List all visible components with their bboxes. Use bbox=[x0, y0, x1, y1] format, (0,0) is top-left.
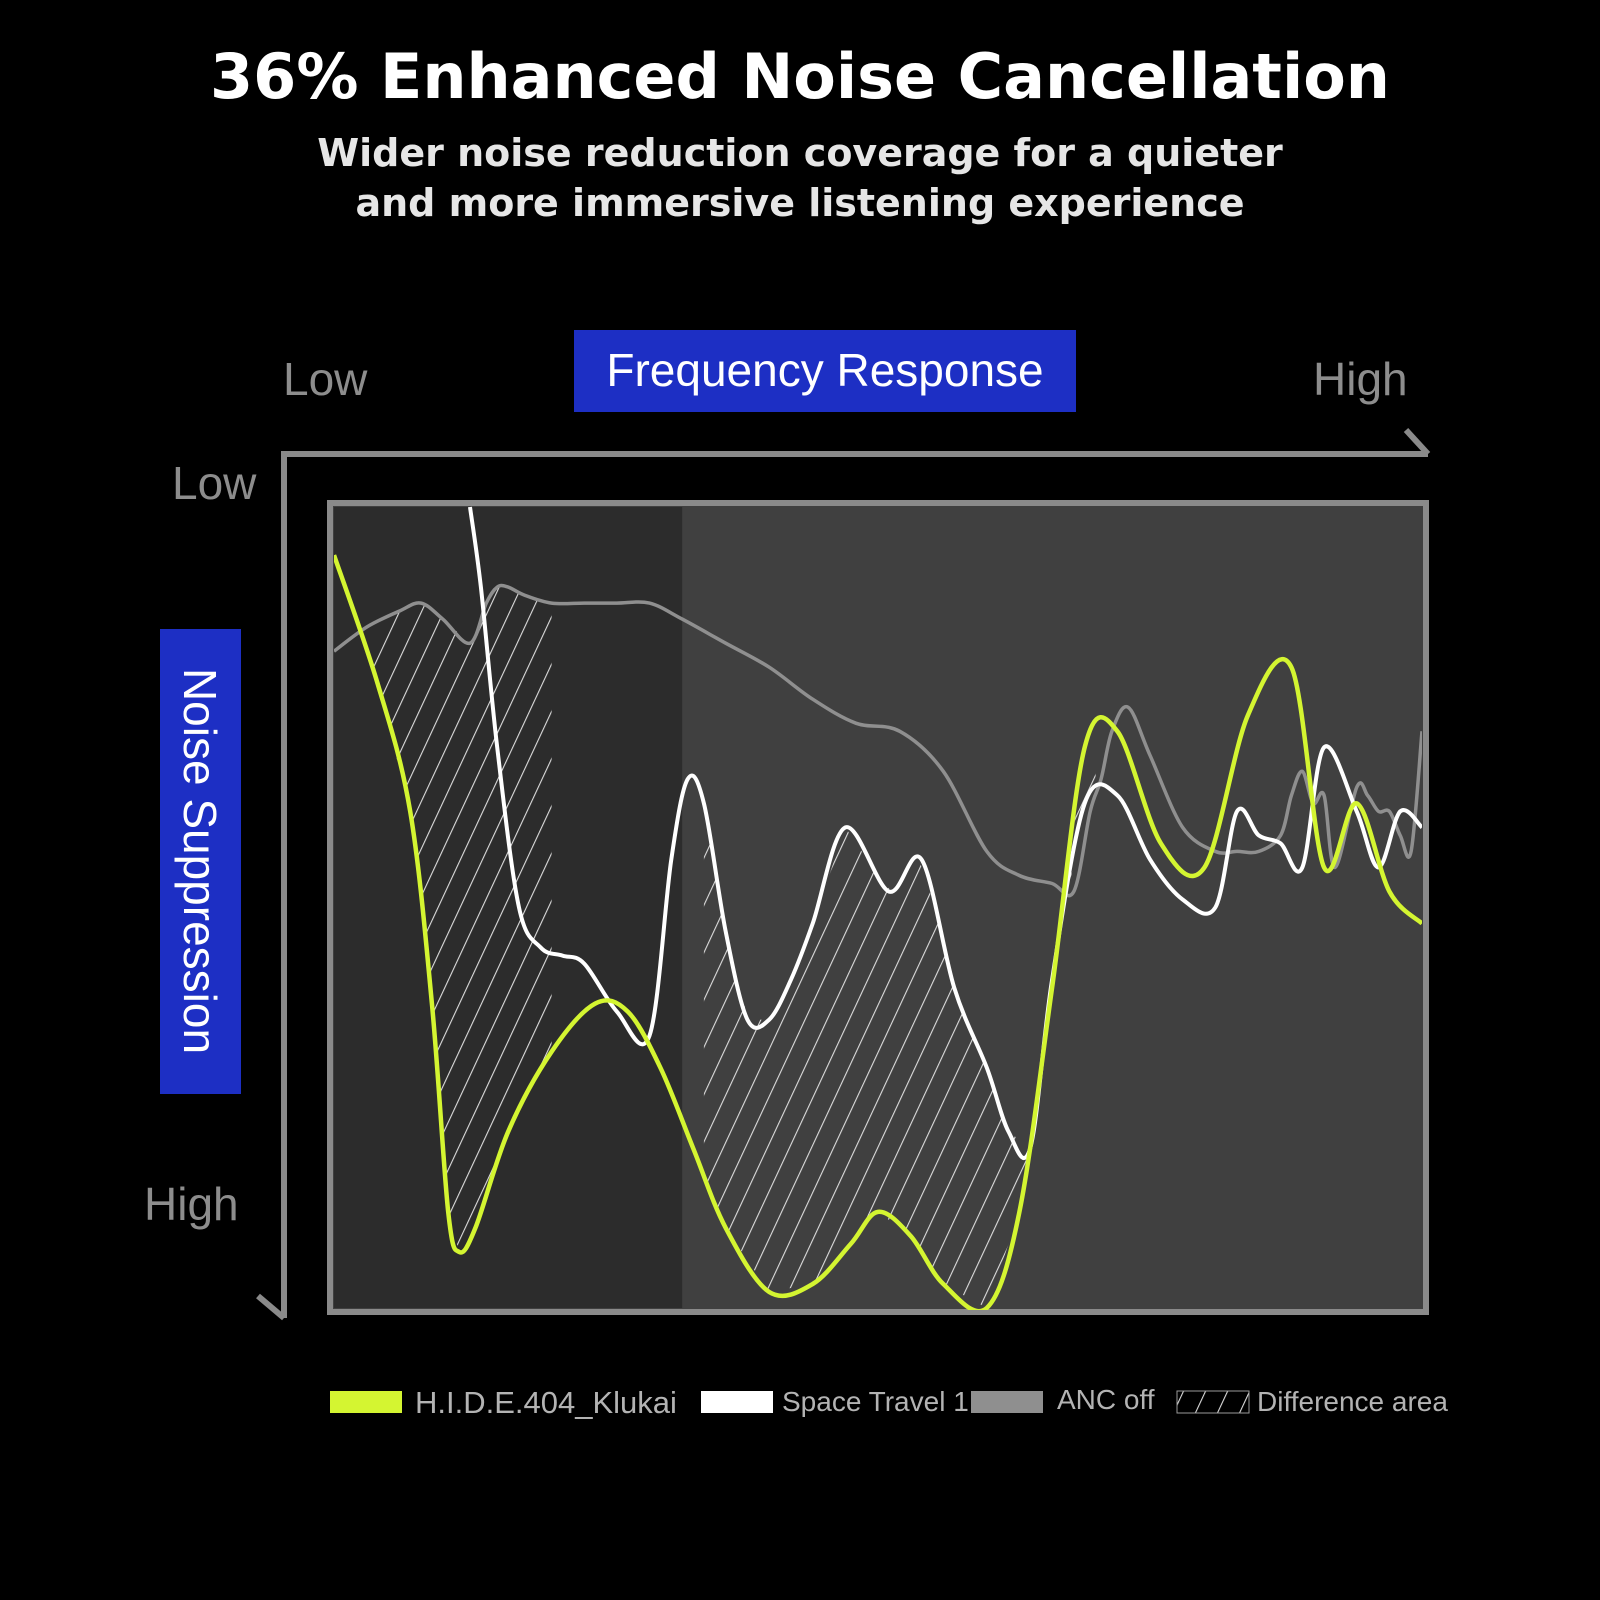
legend-swatch-klukai bbox=[330, 1391, 402, 1413]
legend-label-difference-area: Difference area bbox=[1257, 1386, 1448, 1417]
series-line-space-travel-1 bbox=[468, 506, 1422, 1160]
legend-swatch-anc-off bbox=[971, 1391, 1043, 1413]
y-axis-title-badge bbox=[160, 629, 241, 1094]
series-line-klukai bbox=[334, 554, 1422, 1310]
x-axis-arrow bbox=[281, 451, 1428, 1318]
subtitle-line-2: and more immersive listening experience bbox=[355, 181, 1245, 225]
x-axis-title-badge bbox=[574, 330, 1076, 412]
page-title: 36% Enhanced Noise Cancellation bbox=[210, 40, 1390, 113]
y-axis-title: Noise Suppression bbox=[174, 668, 226, 1054]
legend: H.I.D.E.404_Klukai Space Travel 1 ANC of… bbox=[330, 1384, 1448, 1420]
x-axis-arrow-head bbox=[1403, 427, 1431, 457]
legend-label-anc-off: ANC off bbox=[1057, 1384, 1155, 1415]
subtitle-line-1: Wider noise reduction coverage for a qui… bbox=[317, 131, 1283, 175]
legend-label-space-travel-1: Space Travel 1 bbox=[782, 1386, 969, 1417]
difference-area-mid bbox=[703, 742, 1096, 1307]
legend-swatch-space-travel-1 bbox=[701, 1391, 773, 1413]
x-axis-title: Frequency Response bbox=[606, 344, 1043, 396]
series-line-anc-off bbox=[334, 583, 1422, 898]
legend-label-klukai: H.I.D.E.404_Klukai bbox=[415, 1385, 677, 1420]
x-axis-high-label: High bbox=[1313, 353, 1408, 405]
series-layer bbox=[334, 506, 1422, 1310]
y-axis-arrow-head bbox=[256, 1293, 286, 1321]
page-subtitle: Wider noise reduction coverage for a qui… bbox=[200, 128, 1400, 228]
legend-swatch-difference-area bbox=[1176, 1390, 1250, 1414]
y-axis-low-label: Low bbox=[172, 457, 257, 509]
y-axis-high-label: High bbox=[144, 1178, 239, 1230]
difference-area-low bbox=[372, 587, 552, 1251]
x-axis-low-label: Low bbox=[283, 353, 368, 405]
